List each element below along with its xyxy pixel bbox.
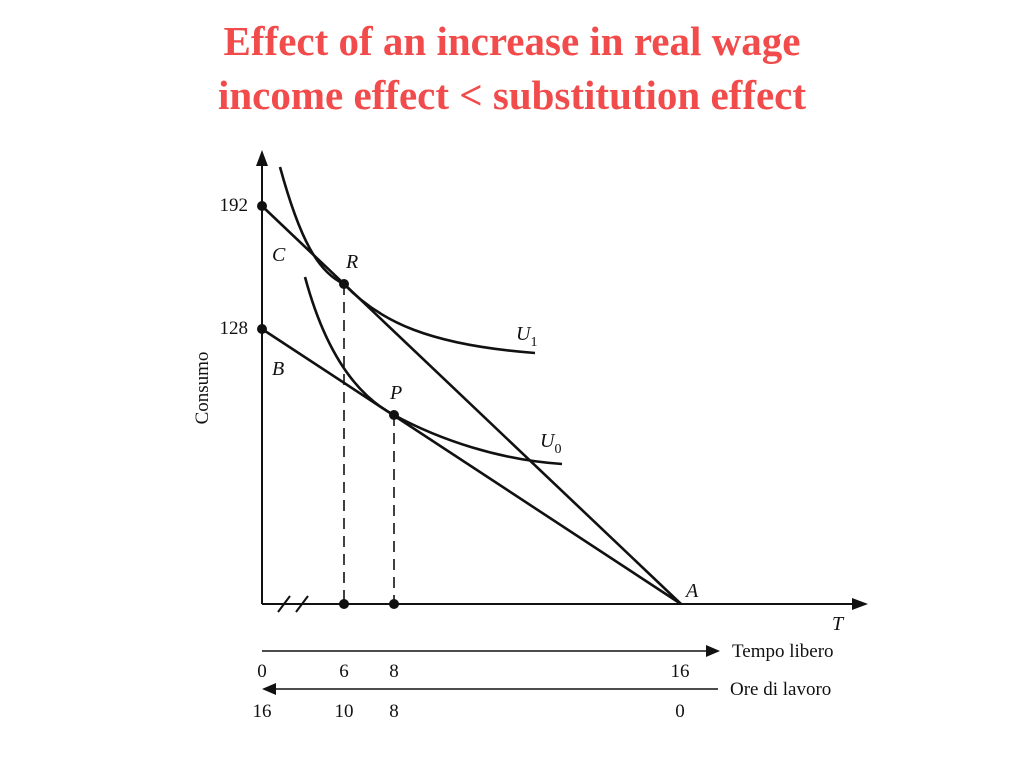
label-p: P	[389, 382, 402, 404]
axis-break-mark-2	[295, 595, 309, 613]
point-r	[339, 279, 349, 289]
tempo-libero-arrowhead	[706, 645, 720, 657]
tempo-libero-tick-0: 0	[257, 661, 267, 682]
label-a: A	[684, 580, 699, 602]
ore-di-lavoro-label: Ore di lavoro	[730, 679, 831, 700]
slide-title: Effect of an increase in real wage incom…	[0, 14, 1024, 122]
tempo-libero-tick-6: 6	[339, 661, 349, 682]
tempo-libero-tick-8: 8	[389, 661, 399, 682]
axis-break-mark-1	[277, 595, 291, 613]
tempo-libero-label: Tempo libero	[732, 641, 834, 662]
ore-di-lavoro-tick-8: 8	[389, 701, 399, 722]
x-axis-arrow	[852, 598, 868, 610]
label-b: B	[272, 358, 284, 380]
indifference-curve-u1	[278, 166, 536, 355]
budget-line-high-wage	[261, 205, 682, 605]
x-axis-label: T	[832, 613, 845, 635]
point-128	[257, 324, 267, 334]
ore-di-lavoro-arrowhead	[262, 683, 276, 695]
y-tick-192: 192	[220, 195, 249, 216]
y-axis-label: Consumo	[192, 352, 213, 425]
point-r-base	[339, 599, 349, 609]
label-c: C	[272, 244, 286, 266]
tempo-libero-tick-16: 16	[671, 661, 690, 682]
title-line-2: income effect < substitution effect	[217, 72, 807, 118]
label-r: R	[345, 251, 358, 273]
label-u1: U1	[516, 323, 537, 350]
y-axis-arrow	[256, 150, 268, 166]
ore-di-lavoro-tick-10: 10	[335, 701, 354, 722]
label-u1-sub: 1	[530, 335, 537, 350]
ore-di-lavoro-tick-0: 0	[675, 701, 685, 722]
y-tick-128: 128	[220, 318, 249, 339]
budget-line-low-wage	[261, 327, 682, 606]
point-p	[389, 410, 399, 420]
label-u1-base: U	[516, 323, 532, 345]
title-line-1: Effect of an increase in real wage	[223, 18, 801, 64]
label-u0-base: U	[540, 430, 556, 452]
label-u0-sub: 0	[554, 442, 561, 457]
ore-di-lavoro-tick-16: 16	[253, 701, 272, 722]
point-192	[257, 201, 267, 211]
label-u0: U0	[540, 430, 561, 457]
point-p-base	[389, 599, 399, 609]
